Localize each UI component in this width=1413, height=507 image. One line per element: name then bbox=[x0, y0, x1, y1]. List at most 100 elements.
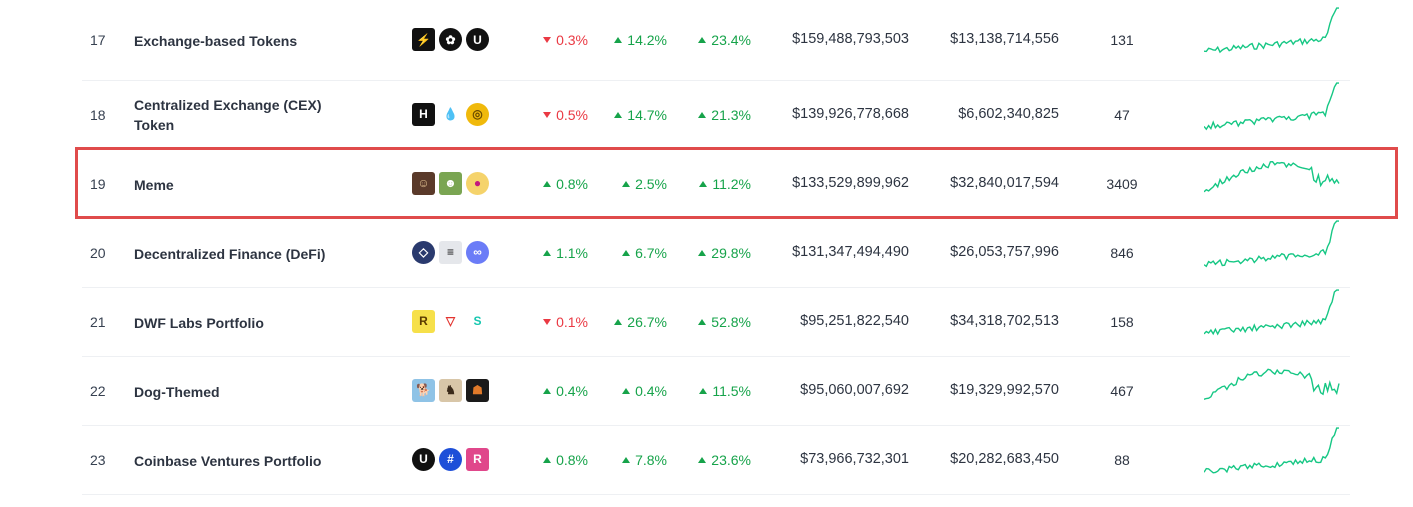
hash-coin-icon[interactable]: # bbox=[439, 447, 462, 471]
sparkline-chart bbox=[1203, 426, 1344, 490]
change-value: 0.8% bbox=[556, 175, 588, 192]
rank-cell: 20 bbox=[90, 244, 106, 261]
table-row[interactable]: 23 Coinbase Ventures Portfolio U # R 0.8% 7.8%… bbox=[82, 425, 1350, 495]
change-p3-cell: 23.4% bbox=[681, 32, 751, 48]
u-coin-icon[interactable]: U bbox=[412, 447, 435, 471]
rank-cell: 23 bbox=[90, 451, 106, 468]
category-name-link[interactable]: Dog-Themed bbox=[134, 383, 220, 400]
caret-up-icon bbox=[543, 249, 552, 256]
change-value: 14.7% bbox=[627, 106, 667, 123]
dog-dark-coin-icon[interactable]: ☗ bbox=[466, 378, 489, 402]
volume-cell: $26,053,757,996 bbox=[950, 243, 1059, 260]
market-cap-cell: $95,251,822,540 bbox=[800, 312, 909, 329]
change-p2-cell: 2.5% bbox=[597, 176, 667, 192]
change-p2-cell: 7.8% bbox=[597, 452, 667, 468]
chainlink-coin-icon[interactable]: ◇ bbox=[412, 240, 435, 264]
sparkline-chart bbox=[1203, 151, 1344, 214]
market-cap-cell: $159,488,793,503 bbox=[792, 31, 909, 47]
market-cap-cell: $131,347,494,490 bbox=[792, 243, 909, 260]
change-p3-cell: 52.8% bbox=[681, 314, 751, 330]
volume-cell: $19,329,992,570 bbox=[950, 381, 1059, 398]
top-coins-icons: ☺ ☻ ● bbox=[412, 171, 489, 195]
coin-count-cell: 846 bbox=[1110, 244, 1134, 261]
change-p3-cell: 29.8% bbox=[681, 245, 751, 261]
pink-coin-icon[interactable]: ● bbox=[466, 171, 489, 195]
change-p2-cell: 6.7% bbox=[597, 245, 667, 261]
table-row[interactable]: 20 Decentralized Finance (DeFi) ◇ ≡ ∞ 1.1% 6.7… bbox=[82, 218, 1350, 288]
coin-count-cell: 131 bbox=[1110, 32, 1134, 48]
table-row[interactable]: 19 Meme ☺ ☻ ● 0.8% 2.5% 11.2% $133,529,899,962 $3… bbox=[82, 149, 1350, 219]
volume-cell: $20,282,683,450 bbox=[950, 450, 1059, 467]
sparkline-chart bbox=[1203, 7, 1344, 70]
tron-coin-icon[interactable]: ▽ bbox=[439, 309, 462, 333]
category-name-link[interactable]: Meme bbox=[134, 176, 174, 193]
caret-up-icon bbox=[622, 387, 631, 394]
rank-cell: 17 bbox=[90, 32, 106, 48]
change-value: 0.5% bbox=[556, 106, 588, 123]
portrait-coin-icon[interactable]: ☺ bbox=[412, 171, 435, 195]
change-p3-cell: 23.6% bbox=[681, 452, 751, 468]
market-cap-cell: $73,966,732,301 bbox=[800, 450, 909, 467]
dog-blue-coin-icon[interactable]: 🐕 bbox=[412, 378, 435, 402]
r-gradient-coin-icon[interactable]: R bbox=[466, 447, 489, 471]
table-row[interactable]: 17 Exchange-based Tokens ⚡ ✿ U 0.3% 14.2% 23.4%… bbox=[82, 0, 1350, 81]
pepe-coin-icon[interactable]: ☻ bbox=[439, 171, 462, 195]
lightning-coin-icon[interactable]: ⚡ bbox=[412, 28, 435, 51]
rank-cell: 22 bbox=[90, 382, 106, 399]
caret-up-icon bbox=[543, 387, 552, 394]
caret-up-icon bbox=[698, 249, 707, 256]
coin-count-cell: 467 bbox=[1110, 382, 1134, 399]
caret-down-icon bbox=[543, 111, 552, 118]
change-p1-cell: 0.5% bbox=[518, 107, 588, 123]
volume-cell: $34,318,702,513 bbox=[950, 312, 1059, 329]
category-name-link[interactable]: Exchange-based Tokens bbox=[134, 33, 298, 49]
coin-count-cell: 88 bbox=[1114, 451, 1130, 468]
butterfly-coin-icon[interactable]: ✿ bbox=[439, 28, 462, 51]
change-p1-cell: 0.1% bbox=[518, 314, 588, 330]
change-p1-cell: 0.8% bbox=[518, 176, 588, 192]
change-value: 1.1% bbox=[556, 244, 588, 261]
change-value: 11.5% bbox=[712, 382, 751, 399]
top-coins-icons: ⚡ ✿ U bbox=[412, 28, 489, 51]
change-value: 52.8% bbox=[711, 313, 751, 330]
category-name-link[interactable]: Centralized Exchange (CEX) Token bbox=[134, 96, 322, 133]
sparkline-chart bbox=[1203, 219, 1344, 283]
gold-coin-icon[interactable]: ◎ bbox=[466, 102, 489, 126]
table-row[interactable]: 18 Centralized Exchange (CEX) Token H 💧 ◎ 0.5… bbox=[82, 80, 1350, 150]
change-p3-cell: 11.2% bbox=[681, 176, 751, 192]
caret-up-icon bbox=[543, 456, 552, 463]
top-coins-icons: H 💧 ◎ bbox=[412, 102, 489, 126]
change-p3-cell: 21.3% bbox=[681, 107, 751, 123]
category-name-link[interactable]: Decentralized Finance (DeFi) bbox=[134, 245, 326, 262]
change-value: 6.7% bbox=[635, 244, 667, 261]
table-row[interactable]: 22 Dog-Themed 🐕 ♞ ☗ 0.4% 0.4% 11.5% $95,060,007,… bbox=[82, 356, 1350, 426]
top-coins-icons: R ▽ S bbox=[412, 309, 489, 333]
rank-cell: 18 bbox=[90, 106, 106, 123]
caret-up-icon bbox=[698, 111, 707, 118]
h-coin-icon[interactable]: H bbox=[412, 102, 435, 126]
s-coin-icon[interactable]: S bbox=[466, 309, 489, 333]
stripes-coin-icon[interactable]: ≡ bbox=[439, 240, 462, 264]
sparkline-chart bbox=[1203, 358, 1344, 421]
link-coin-icon[interactable]: ∞ bbox=[466, 240, 489, 264]
change-value: 0.8% bbox=[556, 451, 588, 468]
top-coins-icons: 🐕 ♞ ☗ bbox=[412, 378, 489, 402]
r-coin-icon[interactable]: R bbox=[412, 309, 435, 333]
top-coins-icons: ◇ ≡ ∞ bbox=[412, 240, 489, 264]
volume-cell: $32,840,017,594 bbox=[950, 174, 1059, 191]
category-name-link[interactable]: Coinbase Ventures Portfolio bbox=[134, 452, 322, 469]
caret-up-icon bbox=[614, 37, 623, 43]
coin-count-cell: 3409 bbox=[1106, 175, 1138, 192]
change-value: 26.7% bbox=[627, 313, 667, 330]
table-row[interactable]: 21 DWF Labs Portfolio R ▽ S 0.1% 26.7% 52.8% $95… bbox=[82, 287, 1350, 357]
change-value: 29.8% bbox=[711, 244, 751, 261]
dog-hat-coin-icon[interactable]: ♞ bbox=[439, 378, 462, 402]
change-value: 0.4% bbox=[635, 382, 667, 399]
category-name-link[interactable]: DWF Labs Portfolio bbox=[134, 314, 264, 331]
change-value: 23.4% bbox=[711, 32, 751, 48]
top-coins-icons: U # R bbox=[412, 447, 489, 471]
u-coin-icon[interactable]: U bbox=[466, 28, 489, 51]
flame-coin-icon[interactable]: 💧 bbox=[439, 102, 462, 126]
caret-down-icon bbox=[543, 37, 552, 43]
caret-down-icon bbox=[543, 318, 552, 325]
